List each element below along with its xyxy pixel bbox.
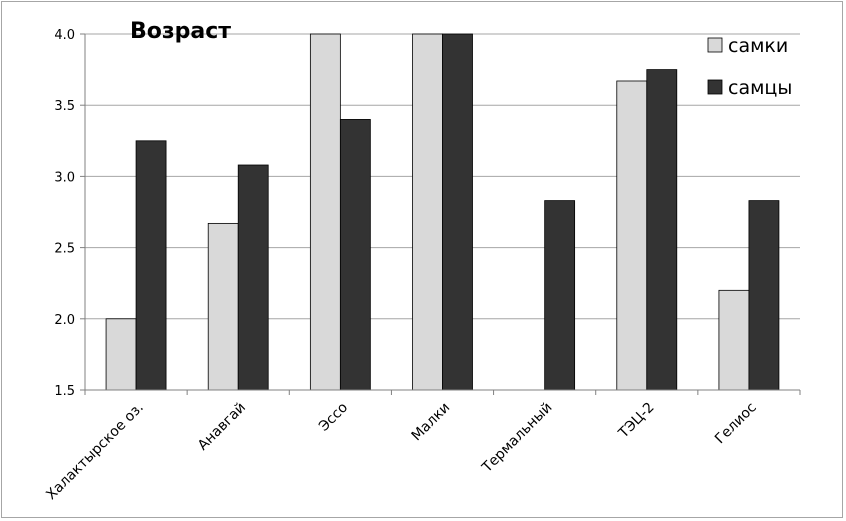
x-tick-label: Халактырское оз. [43, 400, 147, 504]
legend: самки самцы [707, 35, 792, 99]
x-tick-label: Малки [409, 400, 454, 445]
bar-females [718, 289, 750, 391]
x-tick-label: Гелиос [712, 400, 760, 448]
bar-males [544, 200, 576, 391]
bar-females [207, 222, 239, 391]
y-tick-label: 2.5 [54, 242, 75, 257]
bars [105, 33, 780, 391]
y-tick-label: 1.5 [54, 384, 75, 399]
bar-males [237, 164, 269, 391]
y-tick-label: 2.0 [54, 313, 75, 328]
bar-females [309, 33, 341, 391]
legend-swatch [707, 37, 723, 53]
y-tick-label: 4.0 [54, 28, 75, 43]
bar-males [135, 140, 167, 391]
bar-males [339, 119, 371, 391]
x-tick-label: Анавгай [195, 400, 249, 454]
y-tick-label: 3.5 [54, 99, 75, 114]
bar-females [616, 80, 648, 391]
x-tick-label: Термальный [479, 400, 556, 477]
legend-label: самцы [728, 77, 792, 99]
bar-females [105, 318, 137, 391]
chart-title: Возраст [130, 19, 231, 44]
x-tick-label: Эссо [316, 400, 351, 435]
bar-males [748, 200, 780, 391]
bar-females [412, 33, 443, 391]
bar-males [646, 69, 678, 391]
x-tick-label: ТЭЦ-2 [615, 400, 658, 443]
legend-label: самки [728, 35, 788, 57]
bar-males [442, 33, 473, 391]
y-tick-label: 3.0 [54, 170, 75, 185]
legend-swatch [707, 79, 723, 95]
